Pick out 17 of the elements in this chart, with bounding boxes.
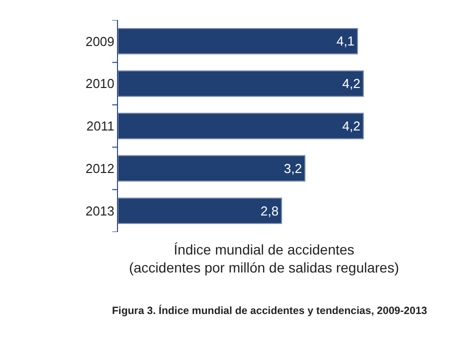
y-tick-label: 2009	[85, 34, 114, 49]
y-tick-label: 2013	[85, 203, 114, 218]
bar	[118, 28, 358, 54]
y-tick-label: 2011	[86, 118, 114, 134]
data-label: 4,2	[342, 118, 360, 134]
y-tick-label: 2010	[85, 76, 114, 92]
bar	[118, 112, 364, 140]
data-label: 4,1	[336, 34, 355, 49]
data-label: 2,8	[260, 203, 279, 218]
y-tick-label: 2012	[85, 160, 114, 176]
bar	[118, 155, 306, 182]
bar	[118, 198, 282, 224]
x-axis-title: Índice mundial de accidentes (accidentes por millón de salidas regulares)	[128, 241, 400, 276]
bar	[118, 70, 364, 97]
text: Figura 3. Índice mundial de accidentes y tendencias, 2009-2013	[112, 304, 428, 317]
data-label: 4,2	[342, 76, 360, 92]
data-label: 3,2	[284, 160, 302, 176]
